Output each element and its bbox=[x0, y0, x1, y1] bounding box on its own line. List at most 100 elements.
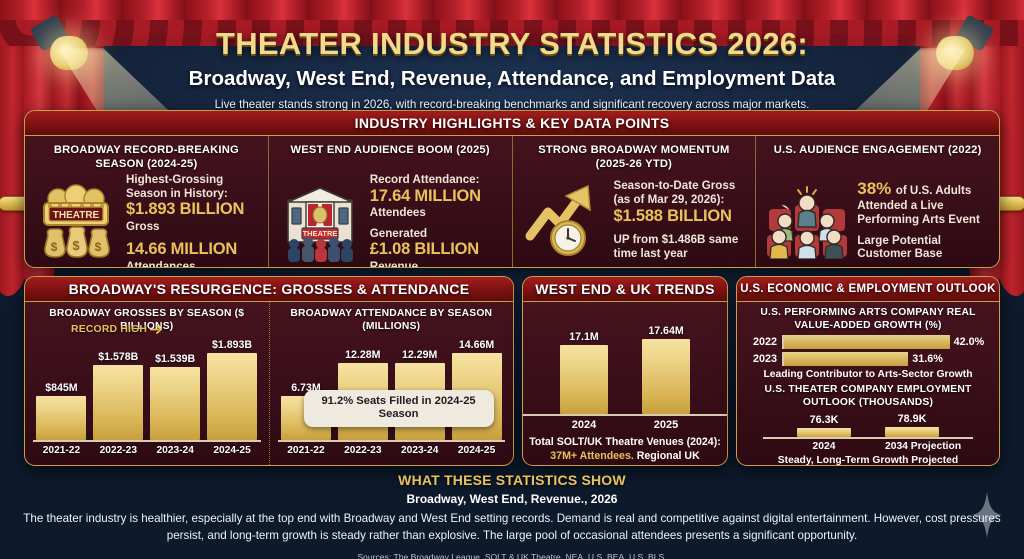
hbar-year: 2022 bbox=[752, 336, 777, 349]
economic-employment-panel: U.S. ECONOMIC & EMPLOYMENT OUTLOOK U.S. … bbox=[736, 276, 1000, 466]
card-title: STRONG BROADWAY MOMENTUM (2025-26 YTD) bbox=[538, 144, 730, 170]
card-percent-label: of U.S. Adults bbox=[895, 184, 972, 198]
bar-item: 17.1M bbox=[560, 318, 608, 414]
grosses-bars: $845M $1.578B $1.539B $1.893B bbox=[33, 339, 261, 443]
bar-value: 17.64M bbox=[648, 325, 684, 338]
westend-note-attendees: 37M+ Attendees. bbox=[550, 449, 634, 462]
card-lead-secondary: Generated bbox=[369, 226, 428, 240]
seats-filled-callout: 91.2% Seats Filled in 2024-25 Season bbox=[303, 390, 494, 427]
card-lead: Attended a Live Performing Arts Event bbox=[857, 199, 980, 226]
record-high-annotation: RECORD HIGH bbox=[71, 324, 163, 335]
hbar-value: 31.6% bbox=[912, 353, 943, 366]
axis-tick: 2024 bbox=[571, 419, 597, 431]
page-description: Live theater stands strong in 2026, with… bbox=[214, 98, 810, 111]
bar-value: 14.66M bbox=[458, 339, 495, 352]
theatre-marquee-money-icon: THEATRE $ $ bbox=[33, 183, 119, 263]
bar-value: $1.893B bbox=[212, 339, 253, 352]
arrow-right-icon bbox=[150, 325, 162, 334]
chart-broadway-grosses: BROADWAY GROSSES BY SEASON ($ BILLIONS) … bbox=[25, 302, 269, 465]
highlight-card-broadway-record: BROADWAY RECORD-BREAKING SEASON (2024-25… bbox=[25, 136, 268, 267]
employment-bars: 76.3K 78.9K bbox=[763, 413, 973, 440]
bar-fill bbox=[36, 395, 87, 441]
axis-tick: 2021-22 bbox=[287, 445, 325, 457]
westend-note-line3a: Attendance: bbox=[554, 464, 618, 465]
axis-tick: 2024-25 bbox=[213, 445, 251, 457]
axis-tick: 2024 bbox=[812, 441, 836, 453]
chart-title: BROADWAY ATTENDANCE BY SEASON (MILLIONS) bbox=[290, 308, 493, 332]
page-title: THEATER INDUSTRY STATISTICS 2026: bbox=[215, 26, 809, 61]
hbar-item: 2023 31.6% bbox=[745, 352, 991, 367]
hbar-fill bbox=[784, 335, 950, 350]
page-subtitle: Broadway, West End, Revenue, Attendance,… bbox=[188, 67, 836, 90]
highlight-card-audience-engagement: U.S. AUDIENCE ENGAGEMENT (2022) bbox=[755, 136, 999, 267]
west-end-panel: WEST END & UK TRENDS 17.1M 17.64M 2024 2… bbox=[522, 276, 728, 466]
footer-subtitle: Broadway, West End, Revenue., 2026 bbox=[406, 492, 618, 506]
bar-fill bbox=[885, 427, 939, 438]
hbar-track: 42.0% bbox=[782, 335, 991, 350]
theater-building-crowd-icon: THEATRE bbox=[277, 182, 363, 264]
card-value-secondary-unit: UP from $1.486B same time last year bbox=[613, 233, 739, 260]
bar-value: 76.3K bbox=[809, 414, 839, 427]
header-block: THEATER INDUSTRY STATISTICS 2026: Broadw… bbox=[0, 26, 1024, 111]
grosses-axis-labels: 2021-22 2022-23 2023-24 2024-25 bbox=[33, 445, 261, 456]
bar-value: $1.578B bbox=[98, 351, 139, 364]
bar-item: $1.578B bbox=[93, 339, 144, 441]
bar-fill bbox=[560, 344, 608, 414]
card-value-secondary: £1.08 BILLION bbox=[369, 240, 480, 259]
card-value-secondary-unit: Large Potential Customer Base bbox=[857, 233, 943, 261]
svg-text:THEATRE: THEATRE bbox=[53, 210, 100, 221]
resurgence-banner-label: BROADWAY'S RESURGENCE: GROSSES & ATTENDA… bbox=[68, 281, 470, 297]
bar-fill bbox=[207, 353, 258, 441]
westend-banner: WEST END & UK TRENDS bbox=[523, 277, 727, 302]
card-value-primary: $1.893 BILLION bbox=[126, 200, 245, 219]
rising-arrow-clock-icon bbox=[521, 180, 607, 260]
bar-fill bbox=[642, 339, 690, 414]
hbar-item: 2022 42.0% bbox=[745, 335, 991, 350]
bar-item: 78.9K bbox=[885, 413, 939, 438]
westend-bars: 17.1M 17.64M bbox=[523, 318, 727, 416]
employment-chart-title: U.S. THEATER COMPANY EMPLOYMENT OUTLOOK … bbox=[764, 384, 972, 408]
bar-value: 12.29M bbox=[402, 349, 438, 362]
axis-tick: 2024-25 bbox=[457, 445, 496, 457]
bar-fill bbox=[93, 365, 144, 441]
highlights-banner: INDUSTRY HIGHLIGHTS & KEY DATA POINTS bbox=[25, 111, 999, 136]
hbar-year: 2023 bbox=[752, 353, 777, 366]
svg-text:$: $ bbox=[72, 238, 80, 253]
card-title: WEST END AUDIENCE BOOM (2025) bbox=[290, 144, 490, 156]
card-lead: Record Attendance: bbox=[369, 173, 480, 186]
westend-banner-label: WEST END & UK TRENDS bbox=[535, 281, 715, 297]
footer-body: The theater industry is healthier, espec… bbox=[23, 512, 1001, 542]
card-value-secondary-unit: Revenue bbox=[369, 259, 419, 268]
bar-value: $845M bbox=[45, 381, 78, 394]
chart-title: BROADWAY GROSSES BY SEASON ($ BILLIONS) bbox=[49, 308, 245, 332]
svg-text:THEATRE: THEATRE bbox=[302, 229, 337, 238]
bar-value: 12.28M bbox=[345, 349, 381, 362]
curtain-valance bbox=[0, 0, 1024, 46]
record-high-label: RECORD HIGH bbox=[71, 324, 148, 335]
westend-axis-labels: 2024 2025 bbox=[523, 419, 727, 431]
bar-fill bbox=[797, 428, 851, 438]
axis-tick: 2021-22 bbox=[42, 445, 81, 457]
bar-item: $1.539B bbox=[150, 339, 201, 441]
chart-broadway-attendance: BROADWAY ATTENDANCE BY SEASON (MILLIONS)… bbox=[268, 302, 514, 465]
broadway-resurgence-panel: BROADWAY'S RESURGENCE: GROSSES & ATTENDA… bbox=[24, 276, 514, 466]
hbar-track: 31.6% bbox=[782, 352, 991, 367]
growth-chart-title: U.S. PERFORMING ARTS COMPANY REAL VALUE-… bbox=[760, 307, 976, 331]
westend-note-line2b: Regional UK bbox=[633, 449, 700, 462]
card-title: BROADWAY RECORD-BREAKING SEASON (2024-25… bbox=[53, 144, 239, 170]
growth-note: Leading Contributor to Arts-Sector Growt… bbox=[763, 369, 973, 381]
axis-tick: 2023-24 bbox=[156, 445, 194, 457]
svg-text:$: $ bbox=[51, 240, 58, 254]
axis-tick: 2022-23 bbox=[99, 445, 137, 457]
card-value-secondary: 14.66 MILLION bbox=[126, 240, 238, 259]
footer-block: WHAT THESE STATISTICS SHOW Broadway, Wes… bbox=[0, 472, 1024, 559]
bar-value: $1.539B bbox=[155, 353, 196, 366]
card-value-primary: 17.64 MILLION bbox=[369, 186, 481, 205]
bar-item: $1.893B bbox=[207, 339, 258, 441]
industry-highlights-panel: INDUSTRY HIGHLIGHTS & KEY DATA POINTS BR… bbox=[24, 110, 1000, 268]
card-value-primary: $1.588 BILLION bbox=[613, 206, 732, 225]
outlook-banner: U.S. ECONOMIC & EMPLOYMENT OUTLOOK bbox=[737, 277, 999, 302]
bar-item: 76.3K bbox=[797, 414, 851, 438]
outlook-banner-label: U.S. ECONOMIC & EMPLOYMENT OUTLOOK bbox=[740, 283, 996, 295]
